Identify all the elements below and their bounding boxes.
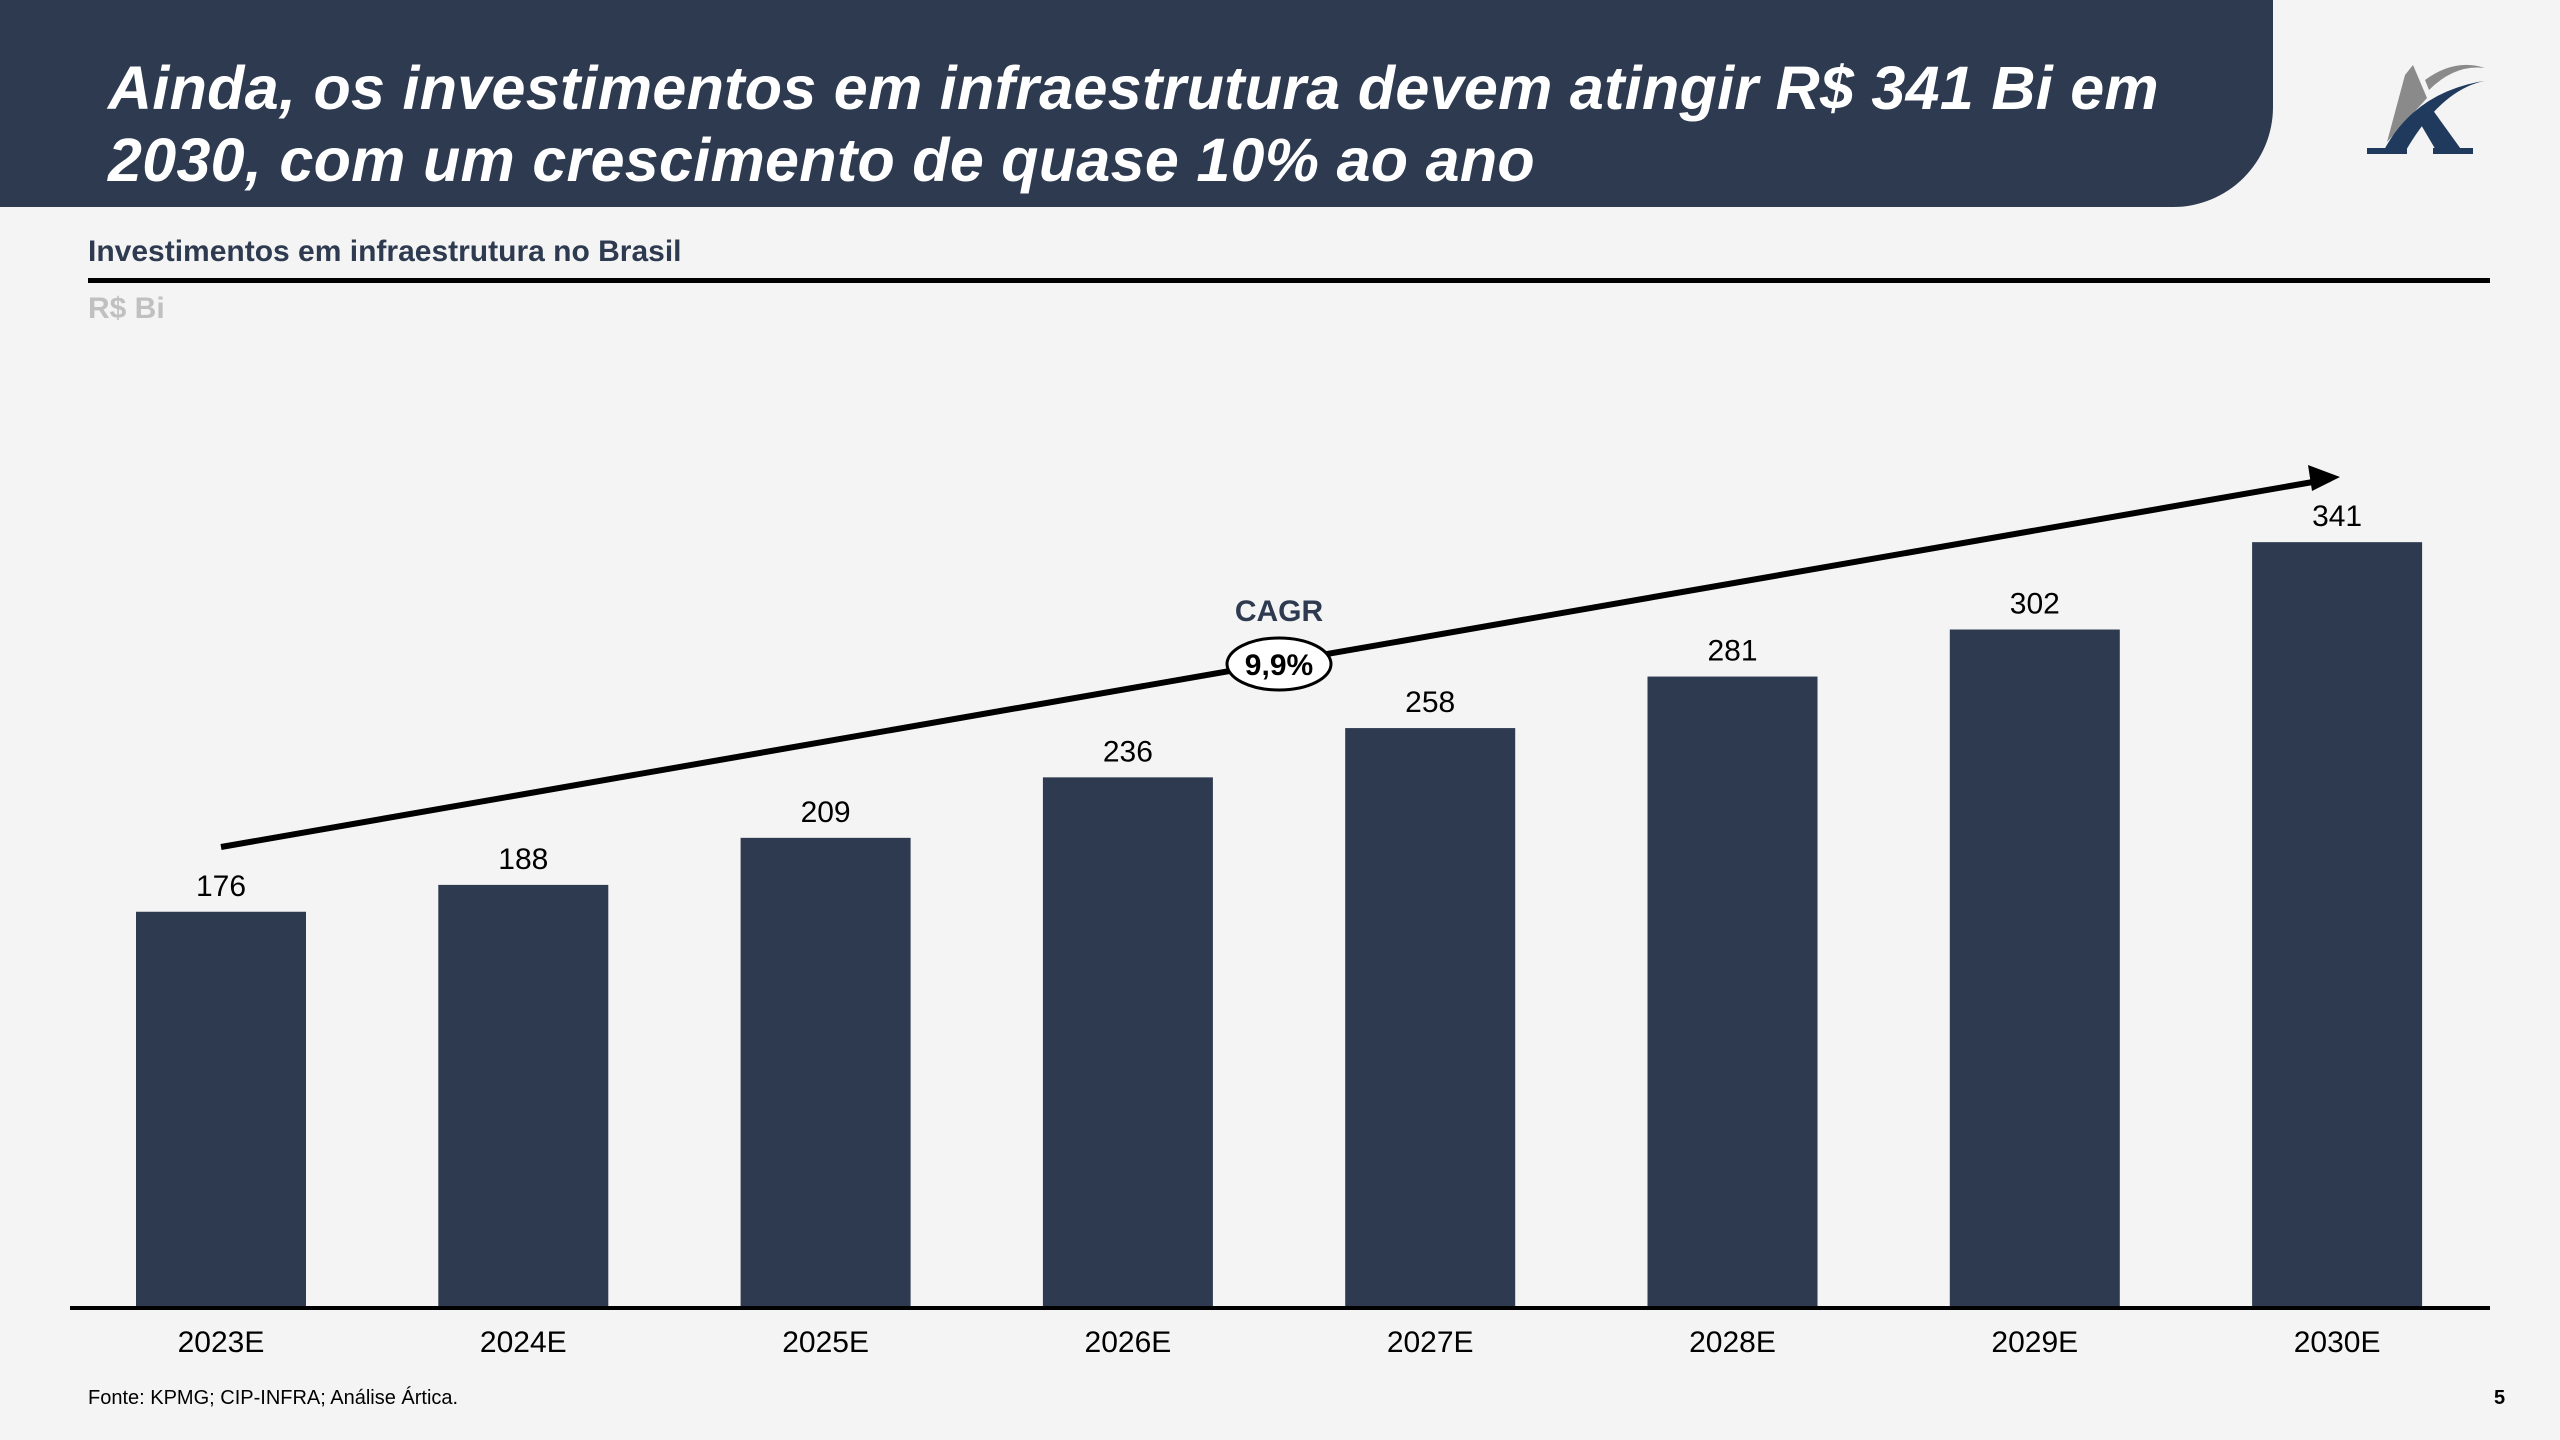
x-tick-labels-group: 2023E 2024E 2025E 2026E 2027E 2028E 2029E 2030E: [178, 1326, 2381, 1359]
bar: [438, 884, 609, 1306]
arrow-head-icon: [2308, 465, 2340, 491]
data-label: 209: [801, 796, 851, 829]
x-tick-label: 2026E: [1085, 1326, 1172, 1359]
data-label: 236: [1103, 735, 1153, 768]
bar: [136, 911, 306, 1306]
x-tick-label: 2028E: [1689, 1326, 1776, 1359]
page-number: 5: [2494, 1387, 2506, 1409]
logo-swoosh-blue: [2383, 80, 2490, 152]
bar: [2252, 542, 2423, 1306]
data-label: 258: [1405, 686, 1455, 719]
data-label: 176: [196, 870, 246, 903]
artica-logo-icon: [2367, 64, 2490, 154]
slide-title: Ainda, os investimentos em infraestrutur…: [108, 54, 2159, 194]
data-label: 302: [2010, 588, 2060, 621]
unit-label: R$ Bi: [88, 292, 165, 325]
x-tick-label: 2024E: [480, 1326, 567, 1359]
data-label: 188: [498, 843, 548, 876]
data-label: 281: [1707, 635, 1757, 668]
cagr-bubble: [1225, 636, 1333, 692]
bar: [1345, 728, 1516, 1306]
logo-foot-right: [2433, 148, 2473, 154]
cagr-annotation: 9,9% CAGR: [220, 465, 2340, 850]
bars-group: [136, 542, 2423, 1306]
x-tick-label: 2030E: [2294, 1326, 2381, 1359]
x-tick-label: 2025E: [782, 1326, 869, 1359]
x-tick-label: 2027E: [1387, 1326, 1474, 1359]
bar: [1949, 629, 2120, 1306]
title-divider: [88, 278, 2490, 283]
logo-leg-blue: [2417, 102, 2463, 152]
x-tick-label: 2023E: [178, 1326, 265, 1359]
logo-swoosh-grey: [2425, 64, 2485, 90]
data-labels-group: 176 188 209 236 258 281 302 341: [196, 500, 2362, 903]
source-note: Fonte: KPMG; CIP-INFRA; Análise Ártica.: [88, 1387, 459, 1409]
x-tick-label: 2029E: [1991, 1326, 2078, 1359]
header-banner: Ainda, os investimentos em infraestrutur…: [0, 0, 2273, 207]
bar: [1647, 676, 1818, 1306]
cagr-label: CAGR: [1235, 595, 1324, 628]
cagr-value: 9,9%: [1245, 649, 1313, 682]
bar: [1042, 777, 1213, 1306]
data-label: 341: [2312, 500, 2362, 533]
chart-title: Investimentos em infraestrutura no Brasi…: [88, 235, 682, 268]
logo-foot-left: [2367, 148, 2407, 154]
bar: [740, 837, 911, 1306]
logo-peak-grey: [2387, 65, 2427, 142]
